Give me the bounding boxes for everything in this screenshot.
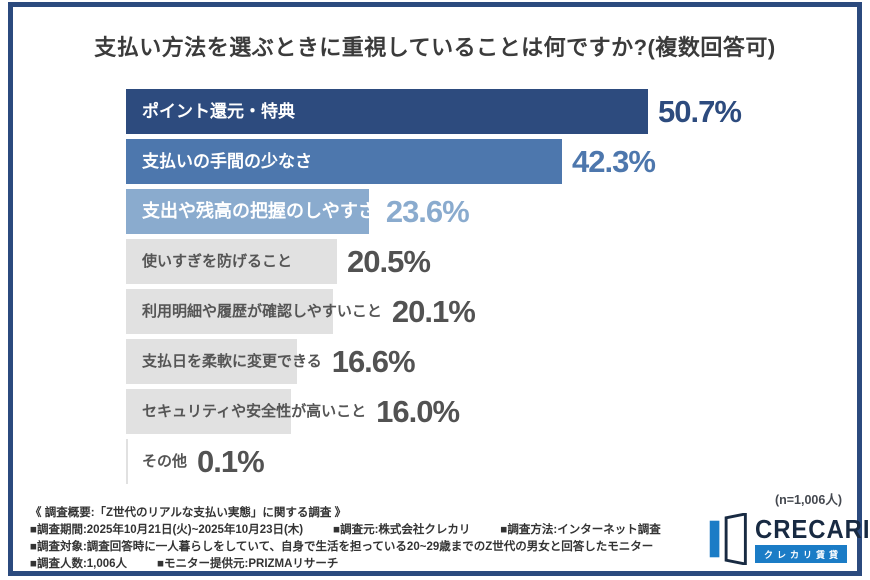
bar-area: 利用明細や履歴が確認しやすいこと — [126, 289, 382, 334]
survey-note-segment: ■調査方法:インターネット調査 — [500, 524, 661, 536]
bar-label: その他 — [142, 453, 188, 470]
bar-value: 20.5% — [347, 243, 431, 279]
bar — [126, 439, 128, 484]
bar — [126, 339, 297, 384]
chart-row: セキュリティや安全性が高いこと 16.0% — [126, 389, 846, 434]
survey-notes: 《 調査概要:「Z世代のリアルな支払い実態」に関する調査 》 ■調査期間:202… — [30, 505, 661, 573]
chart-row: 支払いの手間の少なさ 42.3% — [126, 139, 846, 184]
bar-label: 支払いの手間の少なさ — [142, 152, 312, 171]
survey-note-line: 《 調査概要:「Z世代のリアルな支払い実態」に関する調査 》 — [30, 505, 661, 522]
bar — [126, 189, 369, 234]
logo-wordmark: CRECARI — [755, 513, 870, 544]
bar-label: 支出や残高の把握のしやすさ — [142, 201, 376, 221]
logo-subtitle: クレカリ賃貸 — [755, 544, 847, 563]
survey-note-segment: ■調査対象:調査回答時に一人暮らしをしていて、自身で生活を担っている20~29歳… — [30, 541, 654, 553]
survey-note-line: ■調査人数:1,006人 ■モニター提供元:PRIZMAリサーチ — [30, 556, 661, 573]
bar-area: ポイント還元・特典 — [126, 89, 648, 134]
chart-row: 支出や残高の把握のしやすさ 23.6% — [126, 189, 846, 234]
bar-value: 42.3% — [572, 143, 656, 179]
bar-label: 利用明細や履歴が確認しやすいこと — [142, 303, 382, 320]
bar-area: 支出や残高の把握のしやすさ — [126, 189, 376, 234]
bar-area: 支払いの手間の少なさ — [126, 139, 562, 184]
chart-row: その他 0.1% — [126, 439, 846, 484]
bar-area: セキュリティや安全性が高いこと — [126, 389, 366, 434]
page-title: 支払い方法を選ぶときに重視していることは何ですか?(複数回答可) — [94, 35, 776, 60]
bar — [126, 89, 648, 134]
bar-area: 支払日を柔軟に変更できる — [126, 339, 322, 384]
bar — [126, 139, 562, 184]
bar-value: 16.6% — [331, 343, 416, 379]
bar-label: 使いすぎを防げること — [142, 253, 293, 270]
bar-chart: ポイント還元・特典 50.7% 支払いの手間の少なさ 42.3% 支出や残高の把… — [126, 89, 846, 489]
bar-area: 使いすぎを防げること — [126, 239, 337, 284]
survey-note-segment: ■調査人数:1,006人 — [30, 558, 128, 570]
bar-value: 0.1% — [197, 443, 265, 479]
bar — [126, 389, 291, 434]
survey-note-segment: ■調査期間:2025年10月21日(火)~2025年10月23日(木) — [30, 524, 304, 536]
bar-area: その他 — [126, 439, 187, 484]
bar-label: ポイント還元・特典 — [142, 102, 295, 121]
chart-row: 利用明細や履歴が確認しやすいこと 20.1% — [126, 289, 846, 334]
open-door-icon — [709, 513, 747, 565]
chart-row: 支払日を柔軟に変更できる 16.6% — [126, 339, 846, 384]
bar-value: 20.1% — [391, 293, 476, 329]
survey-note-segment: ■モニター提供元:PRIZMAリサーチ — [157, 558, 339, 570]
bar-value: 50.7% — [658, 93, 742, 129]
bar-label: 支払日を柔軟に変更できる — [142, 353, 322, 370]
crecari-logo: CRECARI クレカリ賃貸 — [709, 513, 870, 565]
survey-note-segment: 《 調査概要:「Z世代のリアルな支払い実態」に関する調査 》 — [30, 507, 347, 519]
survey-note-segment: ■調査元:株式会社クレカリ — [333, 524, 471, 536]
bar-value: 16.0% — [376, 393, 460, 429]
chart-row: 使いすぎを防げること 20.5% — [126, 239, 846, 284]
bar — [126, 239, 337, 284]
survey-note-line: ■調査対象:調査回答時に一人暮らしをしていて、自身で生活を担っている20~29歳… — [30, 539, 661, 556]
chart-row: ポイント還元・特典 50.7% — [126, 89, 846, 134]
survey-note-line: ■調査期間:2025年10月21日(火)~2025年10月23日(木) ■調査元:… — [30, 522, 661, 539]
bar-label: セキュリティや安全性が高いこと — [142, 403, 367, 420]
bar-value: 23.6% — [385, 193, 470, 229]
bar — [126, 289, 333, 334]
sample-size-note: (n=1,006人) — [774, 493, 842, 507]
